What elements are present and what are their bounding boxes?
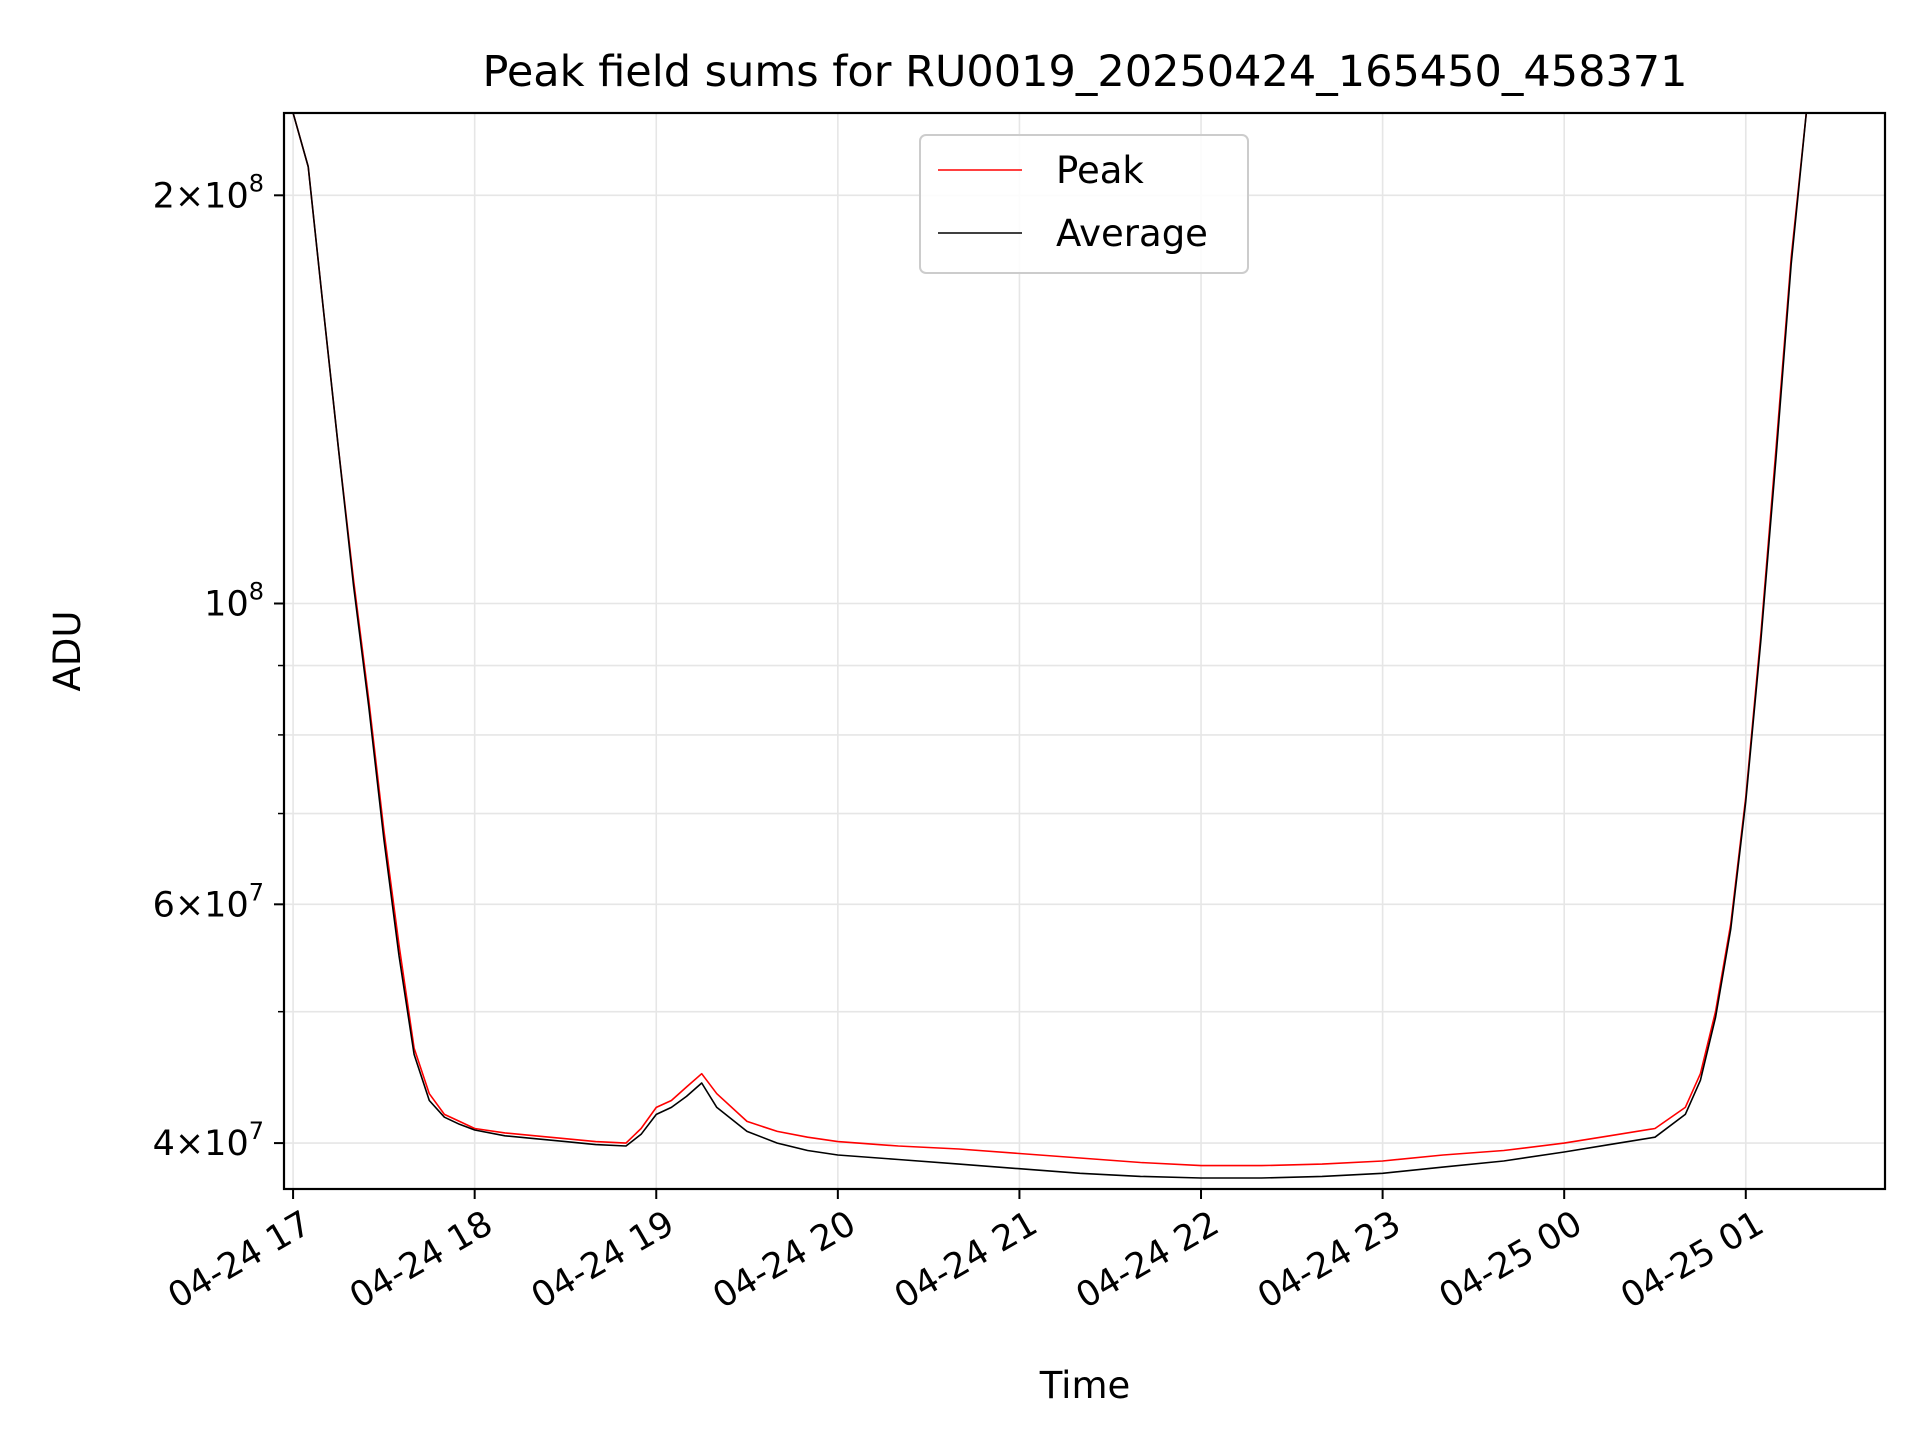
y-tick-label: 6×107 xyxy=(153,878,264,925)
legend-label-peak: Peak xyxy=(1056,149,1144,192)
legend: Peak Average xyxy=(919,134,1249,274)
y-tick-label: 2×108 xyxy=(153,169,264,216)
chart-title: Peak field sums for RU0019_20250424_1654… xyxy=(482,47,1687,97)
series-line-peak xyxy=(292,113,1808,1167)
x-axis-label: Time xyxy=(1039,1364,1131,1407)
y-tick-label: 108 xyxy=(204,577,264,624)
plot-frame xyxy=(282,111,1887,1191)
grid xyxy=(284,113,1885,1189)
y-axis: 4×107 6×107 108 2×108 xyxy=(153,169,284,1164)
y-tick-label: 4×107 xyxy=(153,1117,264,1164)
y-axis-label: ADU xyxy=(46,611,89,692)
legend-label-average: Average xyxy=(1056,212,1208,255)
series-line-average xyxy=(292,113,1808,1179)
series-group xyxy=(292,113,1808,1179)
